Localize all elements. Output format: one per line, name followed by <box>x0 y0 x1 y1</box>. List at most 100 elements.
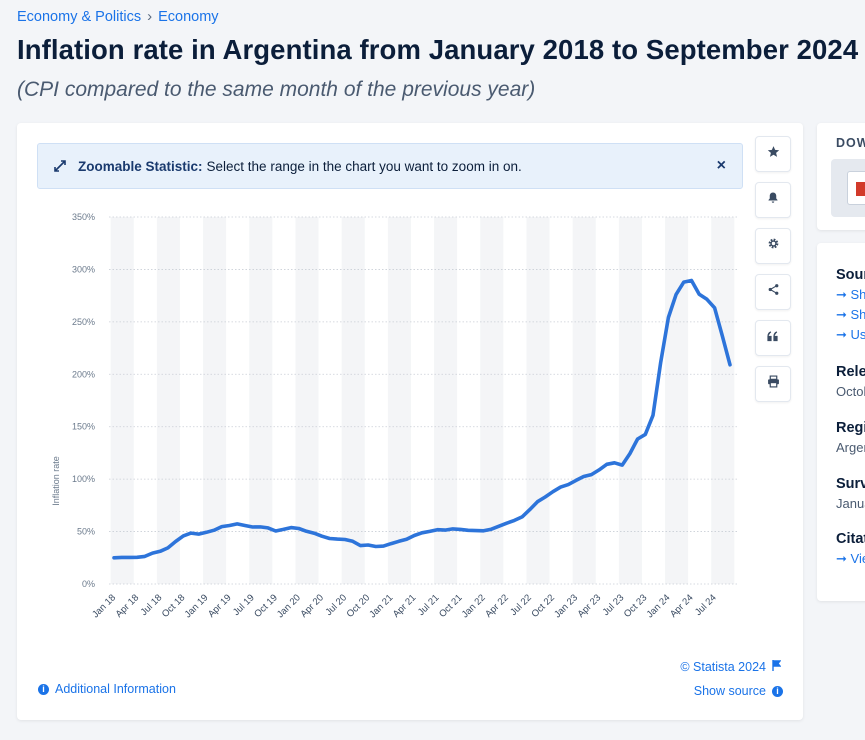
y-tick-label: 100% <box>72 474 95 484</box>
x-tick-label: Oct 19 <box>252 592 280 620</box>
release-date-value: October 2024 <box>836 384 865 399</box>
download-card: DOWNLOAD <box>817 123 865 230</box>
quarter-band <box>711 217 735 584</box>
quarter-band <box>249 217 273 584</box>
quarter-band <box>665 217 689 584</box>
source-link-1[interactable]: ➞ Show sources information <box>836 287 865 302</box>
show-source-link[interactable]: Show source i <box>694 684 783 698</box>
quarter-band <box>434 217 458 584</box>
x-tick-label: Jan 20 <box>275 592 303 620</box>
gear-icon <box>767 237 780 255</box>
breadcrumb-link-economy[interactable]: Economy <box>158 8 219 25</box>
x-tick-label: Jul 19 <box>231 592 257 618</box>
pdf-file-icon <box>847 171 865 205</box>
source-link-3[interactable]: ➞ Use Ask Statista Research Service <box>836 327 865 342</box>
y-tick-label: 150% <box>72 422 95 432</box>
chart-tools <box>755 136 791 402</box>
copyright-label: © Statista 2024 <box>680 660 766 674</box>
printer-icon <box>767 375 780 393</box>
share-button[interactable] <box>755 274 791 310</box>
quarter-band <box>572 217 596 584</box>
x-tick-label: Jan 18 <box>90 592 118 620</box>
zoom-banner-text: Select the range in the chart you want t… <box>206 158 522 174</box>
print-button[interactable] <box>755 366 791 402</box>
notification-button[interactable] <box>755 182 791 218</box>
chart-plot[interactable]: 0%50%100%150%200%250%300%350% Jan 18Apr … <box>17 123 803 653</box>
citation-section: Citation formats ➞ View options <box>836 531 865 567</box>
source-link-2[interactable]: ➞ Show publisher information <box>836 307 865 322</box>
page-title: Inflation rate in Argentina from January… <box>17 34 859 65</box>
x-tick-label: Jan 23 <box>552 592 580 620</box>
page-subtitle: (CPI compared to the same month of the p… <box>17 78 536 101</box>
survey-period-value: January 2018 to September 2024 <box>836 496 865 511</box>
x-tick-label: Jan 21 <box>367 592 395 620</box>
x-tick-label: Oct 21 <box>437 592 465 620</box>
release-date-section: Release date October 2024 <box>836 364 865 399</box>
info-icon: i <box>38 683 49 695</box>
close-icon[interactable]: × <box>716 157 726 174</box>
survey-period-heading: Survey time period <box>836 476 865 492</box>
source-heading: Source <box>836 267 865 283</box>
breadcrumb-separator: › <box>147 8 153 25</box>
quarter-band <box>341 217 365 584</box>
info-icon: i <box>772 685 783 697</box>
quote-icon <box>767 329 779 347</box>
bell-icon <box>767 191 779 209</box>
show-source-label: Show source <box>693 684 766 698</box>
x-tick-label: Jul 22 <box>508 592 534 618</box>
y-tick-label: 300% <box>72 264 95 274</box>
x-tick-label: Apr 19 <box>206 592 234 620</box>
breadcrumb-link-economy-politics[interactable]: Economy & Politics <box>17 8 142 25</box>
settings-button[interactable] <box>755 228 791 264</box>
quarter-band <box>110 217 134 584</box>
release-date-heading: Release date <box>836 364 865 380</box>
x-tick-label: Apr 22 <box>483 592 511 620</box>
favorite-button[interactable] <box>755 136 791 172</box>
x-tick-label: Jul 18 <box>139 592 165 618</box>
survey-period-section: Survey time period January 2018 to Septe… <box>836 476 865 511</box>
region-value: Argentina <box>836 440 865 455</box>
x-tick-label: Apr 23 <box>576 592 604 620</box>
y-tick-label: 250% <box>72 317 95 327</box>
copyright-link[interactable]: © Statista 2024 <box>680 660 782 674</box>
quarter-band <box>526 217 550 584</box>
quarter-band <box>203 217 227 584</box>
flag-icon <box>772 660 782 674</box>
share-icon <box>767 283 780 301</box>
quarter-band <box>295 217 319 584</box>
additional-information-link[interactable]: i Additional Information <box>38 682 176 696</box>
chart-card: Zoomable Statistic: Select the range in … <box>17 123 803 720</box>
zoom-banner-title: Zoomable Statistic: <box>78 158 203 174</box>
x-tick-label: Oct 20 <box>345 592 373 620</box>
x-tick-label: Oct 23 <box>622 592 650 620</box>
zoom-banner: Zoomable Statistic: Select the range in … <box>37 143 743 189</box>
y-tick-label: 50% <box>77 527 95 537</box>
y-tick-label: 0% <box>82 579 95 589</box>
region-heading: Region <box>836 420 865 436</box>
series-line-inflation-rate <box>112 278 732 560</box>
source-section: Source ➞ Show sources information ➞ Show… <box>836 267 865 343</box>
x-tick-label: Jul 20 <box>323 592 349 618</box>
star-icon <box>767 145 780 163</box>
download-label: DOWNLOAD <box>836 136 865 150</box>
quarter-band <box>387 217 411 584</box>
x-tick-label: Jul 21 <box>416 592 442 618</box>
x-tick-label: Apr 24 <box>668 592 696 620</box>
cite-button[interactable] <box>755 320 791 356</box>
y-tick-label: 350% <box>72 212 95 222</box>
citation-link[interactable]: ➞ View options <box>836 551 865 566</box>
x-tick-label: Jul 24 <box>693 592 719 618</box>
x-tick-label: Jul 23 <box>601 592 627 618</box>
x-tick-label: Jan 19 <box>183 592 211 620</box>
x-tick-label: Jan 22 <box>460 592 488 620</box>
quarter-band <box>156 217 180 584</box>
x-tick-label: Jan 24 <box>645 592 673 620</box>
expand-arrows-icon <box>54 159 68 173</box>
x-tick-label: Apr 18 <box>114 592 142 620</box>
x-tick-label: Apr 21 <box>391 592 419 620</box>
breadcrumb: Economy & Politics › Economy <box>17 8 219 25</box>
download-pdf-button[interactable] <box>831 159 865 217</box>
x-tick-label: Oct 22 <box>529 592 557 620</box>
x-tick-label: Apr 20 <box>298 592 326 620</box>
quarter-band <box>480 217 504 584</box>
